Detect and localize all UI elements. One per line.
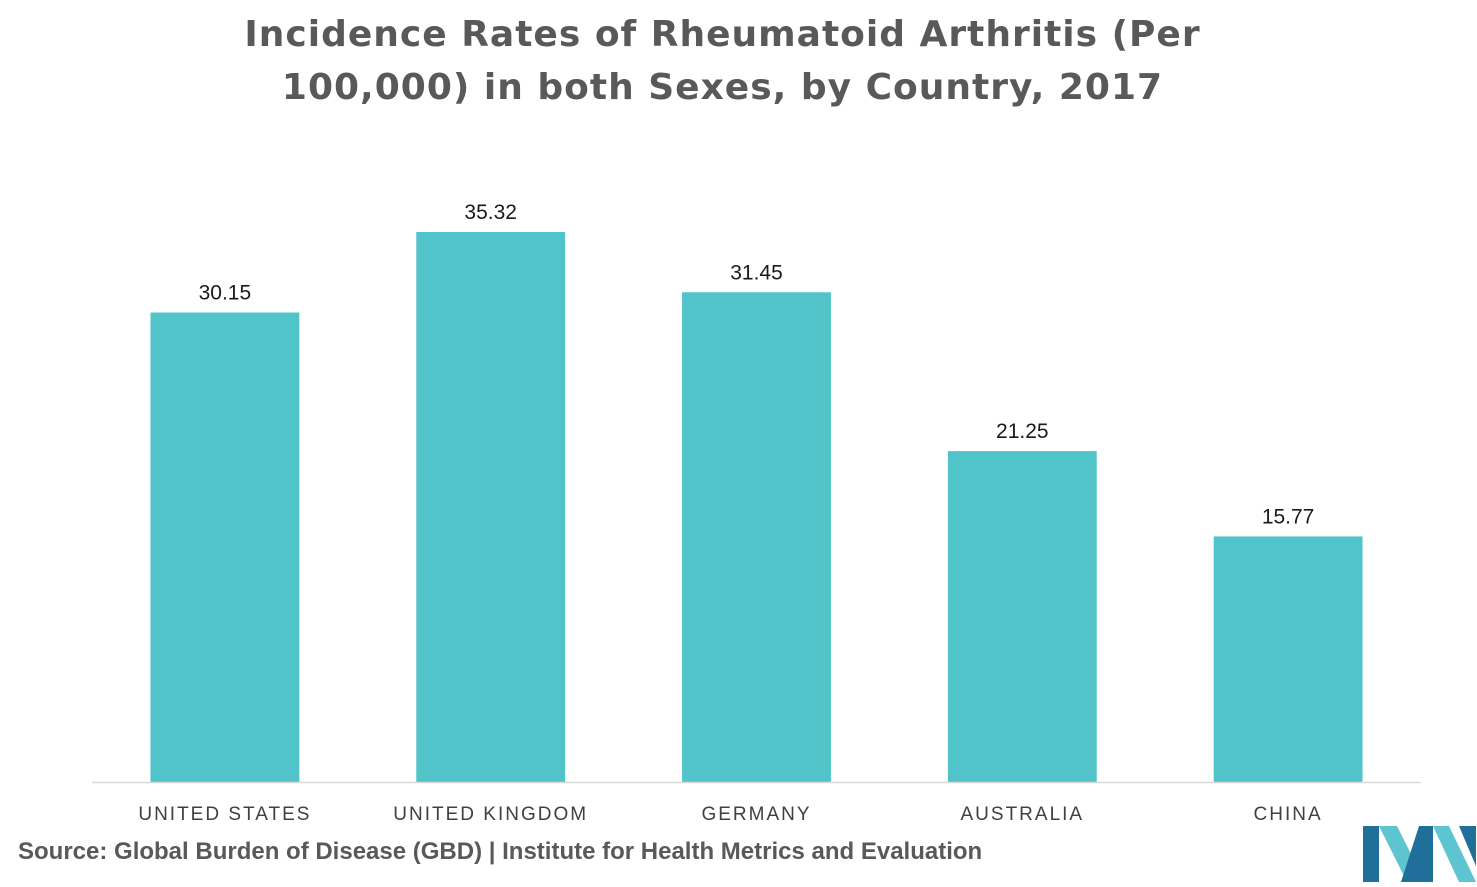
data-label-0: 30.15 (199, 282, 252, 305)
x-tick-label-1: UNITED KINGDOM (393, 804, 588, 825)
x-tick-label-4: CHINA (1254, 804, 1323, 825)
data-label-4: 15.77 (1262, 505, 1315, 528)
bar-1 (416, 232, 566, 782)
x-tick-label-0: UNITED STATES (138, 804, 311, 825)
mordor-intelligence-logo-icon (1363, 826, 1476, 882)
source-note: Source: Global Burden of Disease (GBD) |… (18, 838, 983, 865)
x-tick-label-3: AUSTRALIA (961, 804, 1085, 825)
data-label-3: 21.25 (996, 420, 1049, 443)
x-tick-label-2: GERMANY (701, 804, 811, 825)
chart-title: Incidence Rates of Rheumatoid Arthritis … (244, 14, 1201, 108)
bar-4 (1213, 536, 1363, 782)
bar-3 (947, 451, 1097, 782)
data-label-1: 35.32 (464, 201, 517, 224)
bar-2 (682, 292, 831, 782)
data-label-2: 31.45 (730, 261, 783, 284)
bar-0 (150, 312, 300, 782)
